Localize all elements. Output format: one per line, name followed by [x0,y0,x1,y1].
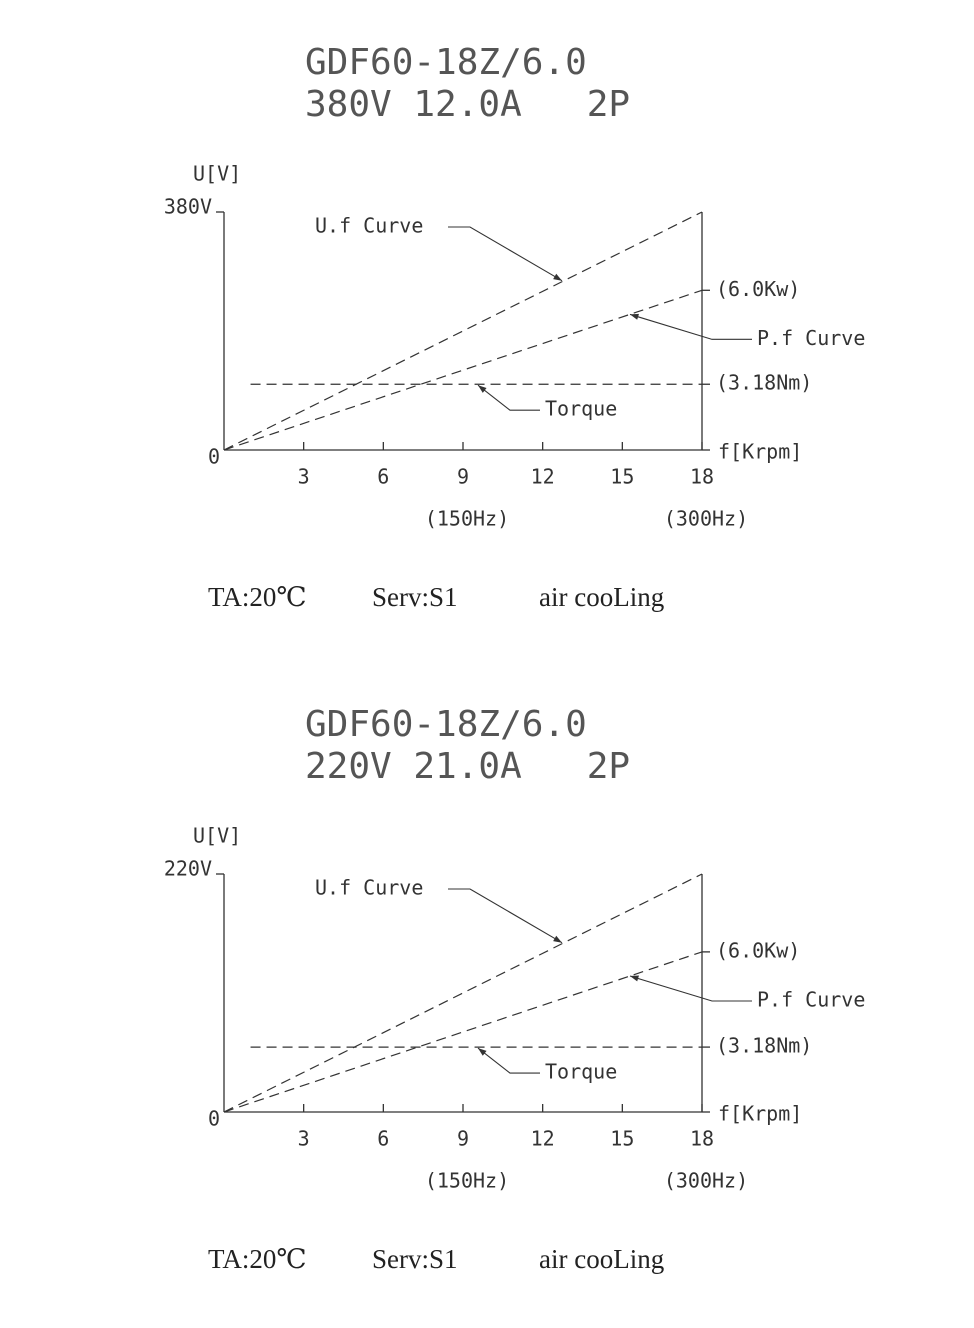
arrow-head [630,313,639,320]
hz-label: (150Hz) [425,507,509,531]
x-tick-label: 12 [531,1127,555,1151]
end-label: (6.0Kw) [716,938,800,962]
y-axis-label: U[V] [193,824,241,848]
leader [448,226,563,282]
arrow-head [478,1048,487,1056]
curve [223,951,703,1113]
x-axis-label: f[Krpm] [718,440,802,464]
end-label: (6.0Kw) [716,277,800,301]
condition: Serv:S1 [372,582,458,612]
x-tick-label: 12 [531,465,555,489]
x-tick-label: 6 [377,1127,389,1151]
x-axis-label: f[Krpm] [718,1102,802,1126]
arrow-head [478,385,487,393]
y-tick-label: 380V [164,195,212,219]
x-tick-label: 18 [690,1127,714,1151]
end-label: (3.18Nm) [716,371,812,395]
x-tick-label: 9 [457,465,469,489]
condition: air cooLing [539,1244,664,1274]
chart-title: GDF60-18Z/6.0 [305,42,587,83]
leader [477,384,540,411]
series-name: Torque [545,1060,617,1084]
condition: TA:20℃ [208,1244,307,1274]
x-tick-label: 3 [298,465,310,489]
leader [477,1047,540,1074]
chart-subtitle: 220V 21.0A 2P [305,746,630,787]
series-name: U.f Curve [315,876,423,900]
origin-label: 0 [208,445,220,469]
x-tick-label: 9 [457,1127,469,1151]
series-name: P.f Curve [757,326,865,350]
y-axis-label: U[V] [193,162,241,186]
condition: air cooLing [539,582,664,612]
condition: Serv:S1 [372,1244,458,1274]
series-name: Torque [545,397,617,421]
hz-label: (150Hz) [425,1169,509,1193]
origin-label: 0 [208,1107,220,1131]
x-tick-label: 15 [610,1127,634,1151]
leader [629,975,752,1002]
chart-title: GDF60-18Z/6.0 [305,704,587,745]
condition: TA:20℃ [208,582,307,612]
leader [448,888,563,944]
curve [223,211,703,451]
hz-label: (300Hz) [664,507,748,531]
x-tick-label: 15 [610,465,634,489]
leader [629,313,752,340]
x-tick-label: 18 [690,465,714,489]
chart-subtitle: 380V 12.0A 2P [305,84,630,125]
end-label: (3.18Nm) [716,1034,812,1058]
x-tick-label: 6 [377,465,389,489]
curve [223,873,703,1113]
arrow-head [553,935,562,943]
curve [223,289,703,451]
series-name: U.f Curve [315,214,423,238]
arrow-head [630,975,639,982]
series-name: P.f Curve [757,988,865,1012]
y-tick-label: 220V [164,857,212,881]
x-tick-label: 3 [298,1127,310,1151]
hz-label: (300Hz) [664,1169,748,1193]
arrow-head [553,273,562,281]
